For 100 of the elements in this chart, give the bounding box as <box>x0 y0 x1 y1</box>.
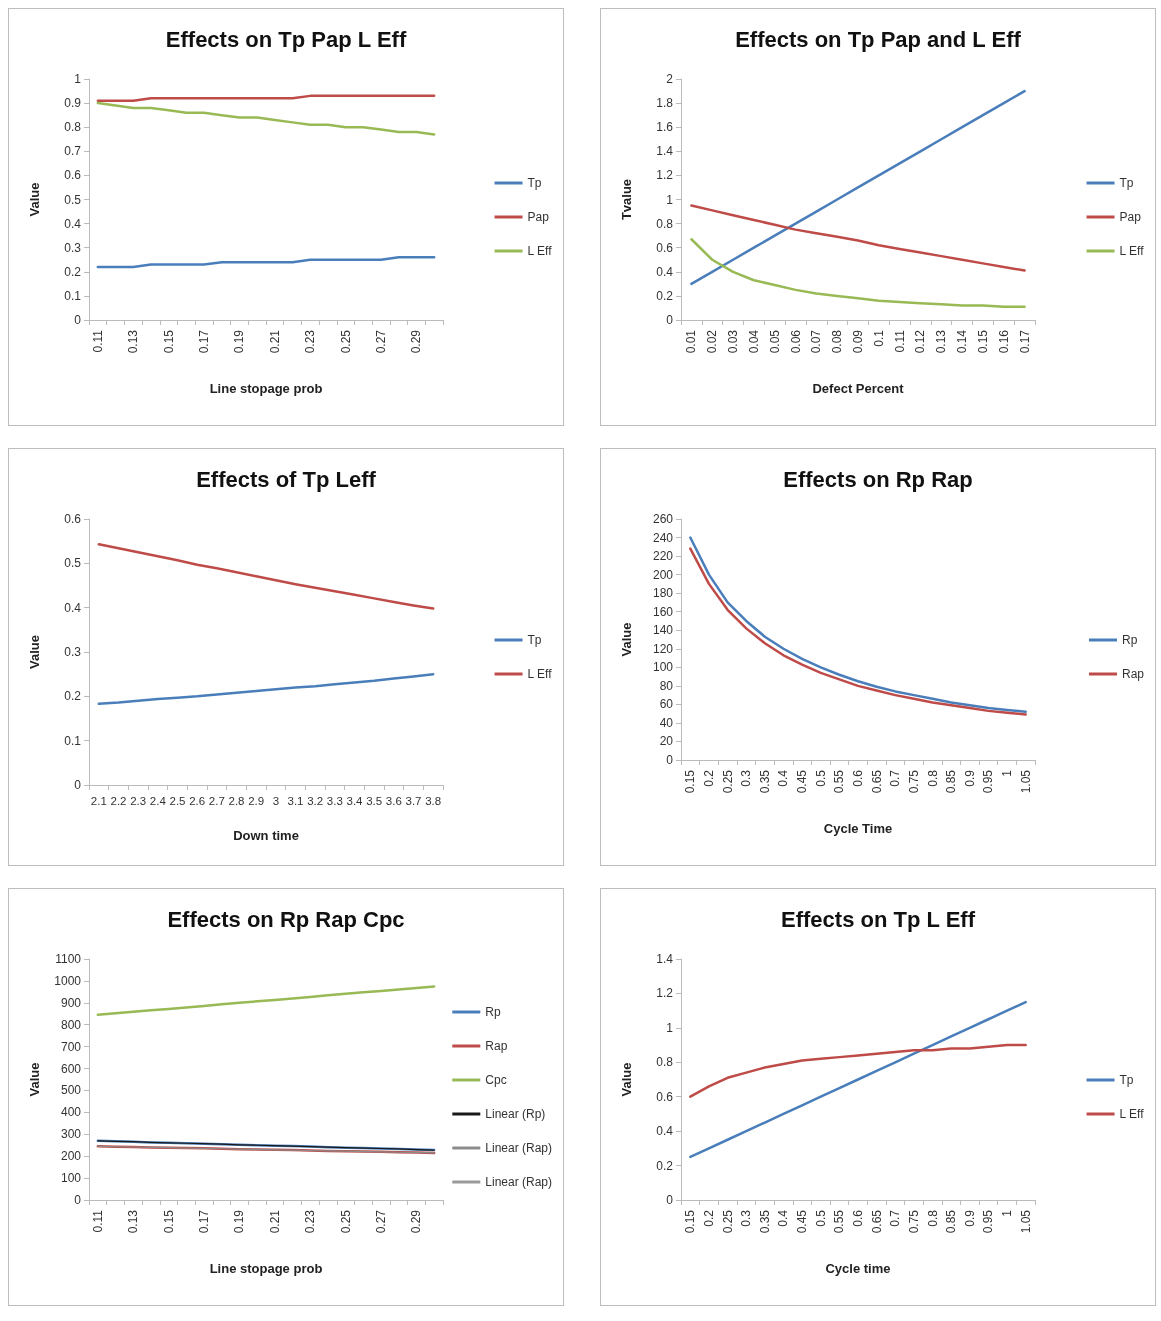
legend-label: Rap <box>485 1039 508 1053</box>
x-tick-label: 0.11 <box>892 329 907 353</box>
legend-label: Linear (Rap) <box>485 1141 553 1155</box>
y-tick-label: 100 <box>652 660 674 675</box>
x-tick-label: 2.7 <box>208 795 225 807</box>
legend-label: Rp <box>485 1005 501 1019</box>
x-tick-label: 0.35 <box>757 769 772 794</box>
y-tick-label: 200 <box>60 1149 82 1164</box>
y-tick-label: 1.8 <box>656 96 674 111</box>
x-tick-label: 2.3 <box>130 795 147 807</box>
y-tick-label: 0 <box>666 313 674 327</box>
y-tick-label: 260 <box>652 512 674 526</box>
chart-title: Effects of Tp Leff <box>196 466 377 492</box>
x-tick-label: 0.12 <box>913 329 928 354</box>
y-tick-label: 0.2 <box>64 689 82 704</box>
x-tick-label: 0.95 <box>981 1209 996 1234</box>
x-tick-label: 0.17 <box>1017 329 1032 354</box>
x-tick-label: 0.03 <box>726 329 741 354</box>
x-tick-label: 0.25 <box>720 769 735 794</box>
y-tick-label: 500 <box>60 1083 82 1098</box>
x-tick-label: 0.75 <box>906 769 921 794</box>
x-tick-label: 0.13 <box>126 1209 141 1234</box>
x-tick-label: 3.6 <box>385 795 402 807</box>
y-tick-label: 0.6 <box>64 512 82 526</box>
y-tick-label: 1000 <box>54 973 82 988</box>
y-tick-label: 0.3 <box>64 645 82 659</box>
x-tick-label: 0.01 <box>684 329 699 354</box>
y-tick-label: 0.2 <box>656 288 674 303</box>
y-tick-label: 300 <box>60 1127 82 1142</box>
legend-label: Rap <box>1121 667 1145 681</box>
legend-label: Linear (Rp) <box>485 1107 546 1121</box>
x-tick-label: 0.1 <box>871 329 886 347</box>
x-tick-label: 2.1 <box>90 795 107 807</box>
x-tick-label: 0.14 <box>955 329 970 354</box>
x-tick-label: 2.4 <box>149 795 167 807</box>
x-tick-label: 0.15 <box>161 1209 176 1234</box>
y-tick-label: 0 <box>74 778 82 792</box>
x-tick-label: 0.19 <box>232 1209 247 1234</box>
x-tick-label: 3.2 <box>307 795 324 807</box>
x-tick-label: 0.95 <box>981 769 996 794</box>
x-tick-label: 3 <box>272 795 280 807</box>
y-tick-label: 1 <box>666 192 674 207</box>
y-tick-label: 1 <box>74 72 82 86</box>
legend-label: Tp <box>527 176 542 190</box>
x-tick-label: 0.06 <box>788 329 803 354</box>
x-tick-label: 0.2 <box>701 1209 716 1227</box>
x-tick-label: 0.02 <box>705 329 720 354</box>
x-tick-label: 0.29 <box>409 329 424 354</box>
y-axis-title: Value <box>619 622 634 657</box>
y-tick-label: 0.2 <box>656 1158 674 1173</box>
y-tick-label: 0.6 <box>64 168 82 183</box>
x-tick-label: 0.08 <box>830 329 845 354</box>
x-tick-label: 2.9 <box>248 795 265 807</box>
y-tick-label: 400 <box>60 1105 82 1120</box>
y-tick-label: 1.2 <box>656 986 674 1001</box>
y-axis-title: Value <box>619 1062 634 1097</box>
x-tick-label: 0.3 <box>739 769 754 787</box>
x-tick-label: 0.9 <box>962 769 977 787</box>
x-tick-label: 0.21 <box>267 329 282 354</box>
y-tick-label: 1100 <box>55 952 82 966</box>
legend-label: Pap <box>527 210 550 224</box>
legend-label: Tp <box>527 633 542 647</box>
y-tick-label: 0.8 <box>64 120 82 135</box>
x-tick-label: 0.19 <box>232 329 247 354</box>
chart-title: Effects on Tp Pap and L Eff <box>735 26 1022 52</box>
y-tick-label: 40 <box>659 715 674 730</box>
y-tick-label: 0.4 <box>64 216 82 231</box>
legend-label: L Eff <box>1119 244 1145 258</box>
y-tick-label: 1 <box>666 1020 674 1035</box>
x-tick-label: 0.9 <box>962 1209 977 1227</box>
y-tick-label: 0 <box>666 753 674 767</box>
x-tick-label: 3.3 <box>326 795 343 807</box>
y-tick-label: 200 <box>652 567 674 582</box>
x-tick-label: 1 <box>1000 769 1015 777</box>
y-tick-label: 600 <box>60 1061 82 1076</box>
legend-label: Linear (Rap) <box>485 1175 553 1189</box>
x-tick-label: 1.05 <box>1018 1209 1033 1234</box>
x-axis-title: Cycle time <box>825 1261 891 1276</box>
x-tick-label: 3.8 <box>425 795 442 807</box>
x-tick-label: 0.15 <box>683 1209 698 1234</box>
y-tick-label: 160 <box>652 604 674 619</box>
y-axis-title: Value <box>27 182 42 217</box>
y-tick-label: 0 <box>74 313 82 327</box>
x-tick-label: 0.15 <box>683 769 698 794</box>
x-tick-label: 0.65 <box>869 769 884 794</box>
x-tick-label: 2.6 <box>189 795 206 807</box>
y-tick-label: 0.4 <box>656 1124 674 1139</box>
x-tick-label: 0.17 <box>197 329 212 354</box>
x-tick-label: 3.7 <box>405 795 422 807</box>
y-tick-label: 0.6 <box>656 240 674 255</box>
y-tick-label: 0.7 <box>64 144 82 159</box>
x-tick-label: 0.4 <box>776 1209 791 1227</box>
y-tick-label: 0.5 <box>64 556 82 571</box>
y-tick-label: 180 <box>652 586 674 601</box>
x-tick-label: 0.2 <box>701 769 716 787</box>
x-tick-label: 0.23 <box>303 1209 318 1234</box>
x-tick-label: 0.35 <box>757 1209 772 1234</box>
y-tick-label: 900 <box>60 995 82 1010</box>
x-tick-label: 0.6 <box>851 1209 865 1227</box>
x-axis-title: Line stopage prob <box>209 381 323 396</box>
